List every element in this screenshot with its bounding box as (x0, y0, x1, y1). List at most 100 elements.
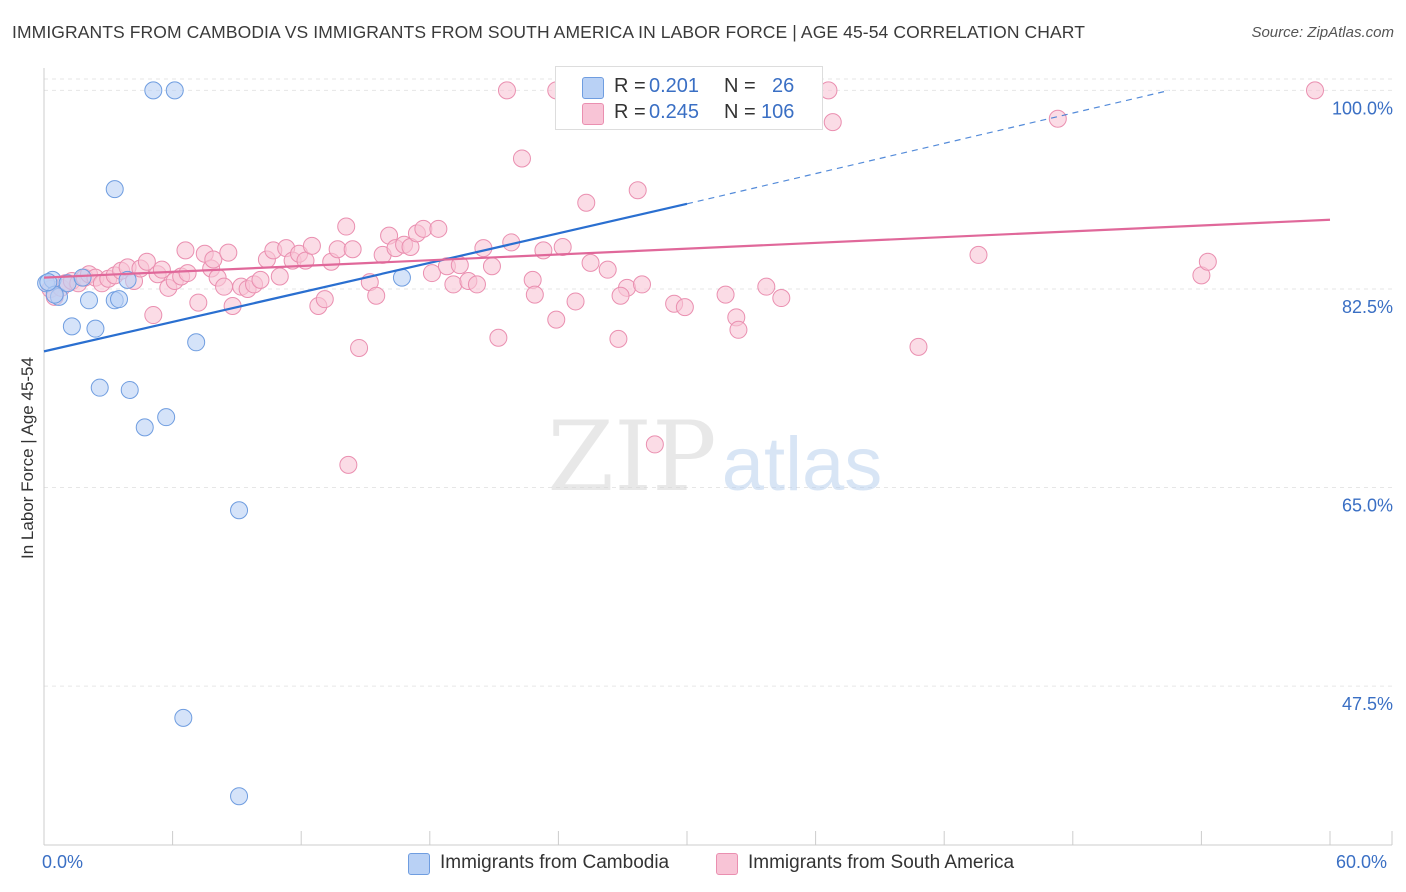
y-tick-label: 82.5% (1342, 297, 1393, 317)
chart-title: IMMIGRANTS FROM CAMBODIA VS IMMIGRANTS F… (12, 22, 1085, 42)
south-america-point (328, 240, 347, 259)
cambodia-r-value: 0.201 (649, 75, 700, 97)
south-america-point (467, 275, 486, 294)
south-america-point (716, 285, 735, 304)
cambodia-point (135, 418, 154, 437)
south-america-point (204, 250, 223, 269)
cambodia-point (144, 81, 163, 100)
south-america-point (350, 338, 369, 357)
cambodia-point (90, 378, 109, 397)
south-america-trend-line (43, 218, 1331, 279)
south-america-point (757, 277, 776, 296)
legend-label-cambodia: Immigrants from Cambodia (440, 852, 670, 873)
south-america-point (598, 260, 617, 279)
south-america-point (512, 149, 531, 168)
south-america-point (497, 81, 516, 100)
south-america-point (215, 277, 234, 296)
south-america-point (422, 264, 441, 283)
south-america-point (144, 306, 163, 325)
south-america-swatch (582, 103, 604, 125)
south-america-point (414, 219, 433, 238)
south-america-point (1048, 109, 1067, 128)
south-america-point (577, 193, 596, 212)
south-america-n-value: 106 (761, 101, 795, 123)
south-america-point (137, 252, 156, 271)
south-america-point (251, 270, 270, 289)
south-america-point (367, 286, 386, 305)
y-tick-label: 65.0% (1342, 496, 1393, 516)
south-america-point (553, 237, 572, 256)
cambodia-point (157, 408, 176, 427)
south-america-point (429, 219, 448, 238)
cambodia-point (105, 180, 124, 199)
watermark-zip: ZIP (547, 401, 716, 513)
south-america-point (489, 328, 508, 347)
south-america-point (772, 289, 791, 308)
south-america-point (729, 320, 748, 339)
cambodia-point (80, 291, 99, 310)
cambodia-points (37, 81, 574, 806)
watermark: ZIP atlas (547, 401, 882, 513)
source-credit: Source: ZipAtlas.com (1251, 24, 1394, 41)
cambodia-point (230, 787, 249, 806)
trend-lines (43, 89, 1331, 353)
cambodia-point (174, 708, 193, 727)
cambodia-point (165, 81, 184, 100)
cambodia-trend-line (43, 202, 688, 353)
south-america-point (176, 241, 195, 260)
south-america-point (1305, 81, 1324, 100)
south-america-r-value: 0.245 (649, 101, 700, 123)
y-tick-label: 47.5% (1342, 694, 1393, 714)
south-america-point (1198, 252, 1217, 271)
south-america-point (645, 435, 664, 454)
south-america-point (444, 275, 463, 294)
x-tick-label-max: 60.0% (1336, 852, 1388, 872)
south-america-point (339, 455, 358, 474)
south-america-point (302, 236, 321, 255)
south-america-point (337, 217, 356, 236)
cambodia-point (86, 319, 105, 338)
cambodia-point (73, 268, 92, 287)
south-america-point (611, 286, 630, 305)
y-tick-label: 100.0% (1332, 98, 1393, 118)
south-america-point (675, 298, 694, 317)
south-america-point (909, 337, 928, 356)
south-america-point (152, 260, 171, 279)
cambodia-point (62, 317, 81, 336)
x-tick-label-min: 0.0% (42, 852, 84, 872)
legend-swatch-south-america (716, 853, 738, 875)
south-america-point (547, 310, 566, 329)
correlation-stats-box: R = 0.201 N = 26 R = 0.245 N = 106 (555, 66, 823, 130)
south-america-point (482, 257, 501, 276)
y-tick-labels: 100.0% 82.5% 65.0% 47.5% (1332, 98, 1393, 714)
legend-swatch-cambodia (408, 853, 430, 875)
cambodia-swatch (582, 77, 604, 99)
cambodia-r-label: R = (614, 75, 646, 97)
south-america-point (219, 243, 238, 262)
south-america-point (628, 181, 647, 200)
cambodia-point (187, 333, 206, 352)
south-america-point (969, 245, 988, 264)
south-america-point (525, 285, 544, 304)
south-america-point (315, 290, 334, 309)
south-america-point (632, 275, 651, 294)
cambodia-point (118, 270, 137, 289)
south-america-point (523, 270, 542, 289)
south-america-n-label: N = (724, 101, 756, 123)
cambodia-point (110, 290, 129, 309)
watermark-atlas: atlas (722, 422, 883, 507)
cambodia-point (120, 380, 139, 399)
axis-layer (43, 68, 1393, 846)
south-america-point (189, 293, 208, 312)
cambodia-n-label: N = (724, 75, 756, 97)
legend-label-south-america: Immigrants from South America (748, 852, 1015, 873)
south-america-point (581, 253, 600, 272)
cambodia-n-value: 26 (772, 75, 795, 97)
grid-layer (44, 78, 1392, 687)
cambodia-trend-extension (686, 89, 1170, 205)
south-america-point (609, 329, 628, 348)
south-america-point (343, 240, 362, 259)
south-america-point (566, 292, 585, 311)
south-america-point (270, 267, 289, 286)
